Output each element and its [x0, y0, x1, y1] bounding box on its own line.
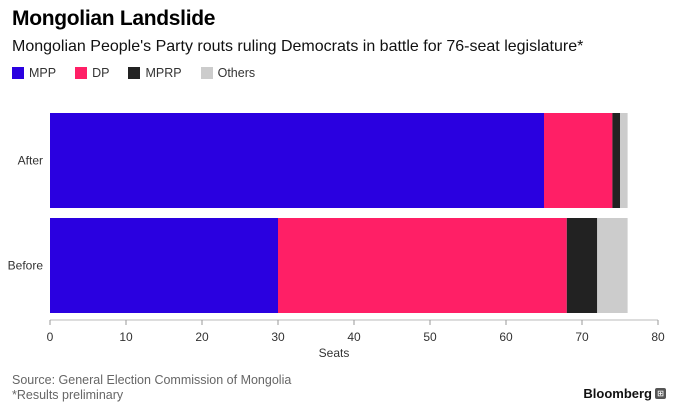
x-tick-label-30: 30	[271, 330, 285, 344]
bloomberg-terminal-icon: ⊞	[655, 388, 666, 399]
x-axis-label: Seats	[319, 346, 350, 360]
x-tick-label-40: 40	[347, 330, 361, 344]
legend-label-mprp: MPRP	[145, 66, 182, 80]
bloomberg-logo: Bloomberg ⊞	[583, 386, 666, 401]
legend-item-mprp: MPRP	[128, 66, 182, 80]
brand-name: Bloomberg	[583, 386, 652, 401]
x-tick-label-60: 60	[499, 330, 513, 344]
x-tick-label-70: 70	[575, 330, 589, 344]
legend-swatch-mprp	[128, 67, 141, 79]
legend-label-dp: DP	[92, 66, 110, 80]
bar-after-mprp	[612, 113, 620, 208]
legend-swatch-mpp	[12, 67, 24, 79]
bar-after-dp	[544, 113, 613, 208]
legend-swatch-others	[200, 67, 213, 79]
legend-label-mpp: MPP	[29, 66, 57, 80]
bar-before-mprp	[566, 218, 598, 313]
bar-after-mpp	[50, 113, 544, 208]
bar-before-mpp	[50, 218, 278, 313]
source-note: Source: General Election Commission of M…	[12, 373, 291, 403]
x-axis: 0 10 20 30 40 50 60 70 80	[47, 319, 665, 344]
source-text: Source: General Election Commission of M…	[12, 373, 292, 387]
category-label-before: Before	[8, 259, 44, 273]
legend-swatch-dp	[75, 67, 88, 79]
bar-before-others	[597, 218, 628, 313]
x-tick-label-20: 20	[195, 330, 209, 344]
legend-item-others: Others	[200, 66, 256, 80]
legend-item-mpp: MPP	[12, 66, 56, 80]
x-tick-label-80: 80	[651, 330, 665, 344]
legend-label-others: Others	[217, 66, 256, 80]
chart-subtitle: Mongolian People's Party routs ruling De…	[12, 38, 584, 55]
preliminary-note: *Results preliminary	[12, 388, 124, 402]
chart-title: Mongolian Landslide	[12, 7, 216, 30]
x-tick-label-0: 0	[47, 330, 54, 344]
chart-legend: MPP DP MPRP Others	[12, 65, 274, 81]
x-tick-label-10: 10	[119, 330, 133, 344]
category-label-after: After	[18, 154, 43, 168]
bar-before-dp	[278, 218, 567, 313]
category-labels: After Before	[8, 154, 44, 273]
bar-after-others	[620, 113, 628, 208]
x-tick-label-50: 50	[423, 330, 437, 344]
bars-group	[50, 113, 628, 313]
legend-item-dp: DP	[75, 66, 109, 80]
